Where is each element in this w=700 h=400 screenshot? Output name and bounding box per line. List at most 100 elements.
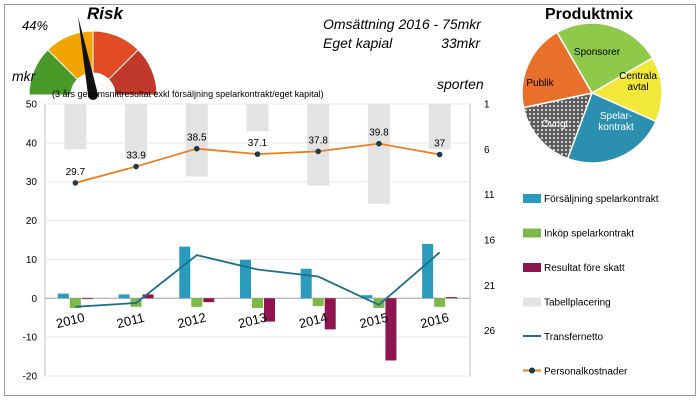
resultat-bar bbox=[446, 297, 458, 299]
forsaljning-bar bbox=[361, 295, 373, 299]
pie-slice-label: Centrala avtal bbox=[619, 71, 657, 93]
pie-slice bbox=[521, 31, 594, 109]
legend-swatch bbox=[523, 263, 541, 272]
pie-slice-label: Spelar-kontrakt bbox=[598, 111, 634, 133]
personalkostnader-point bbox=[193, 145, 200, 152]
resultat-bar bbox=[385, 298, 397, 361]
left-tick-label: 20 bbox=[26, 216, 38, 227]
pie-slice-label: Övrigt bbox=[542, 118, 569, 130]
right-tick-label: 16 bbox=[484, 236, 496, 247]
personalkostnader-label: 33.9 bbox=[126, 151, 146, 162]
left-tick-label: 50 bbox=[26, 100, 38, 111]
right-tick-label: 11 bbox=[484, 190, 495, 201]
risk-percent: 44% bbox=[22, 18, 48, 33]
risk-gauge bbox=[27, 16, 159, 107]
tabellplacering-bar bbox=[64, 104, 87, 150]
personalkostnader-label: 38.5 bbox=[187, 133, 207, 144]
left-tick-label: 0 bbox=[31, 294, 37, 305]
right-axis-unit: sporten bbox=[437, 76, 484, 92]
legend-marker bbox=[529, 367, 535, 374]
tabellplacering-bar bbox=[367, 104, 390, 204]
resultat-bar bbox=[81, 298, 93, 300]
legend-label: Inköp spelarkontrakt bbox=[544, 229, 634, 240]
risk-title: Risk bbox=[87, 4, 124, 23]
footnote: (3 års genomsnittresultat exkl försäljni… bbox=[52, 89, 324, 99]
legend-swatch bbox=[523, 194, 541, 203]
inkop-bar bbox=[252, 298, 263, 308]
personalkostnader-point bbox=[315, 148, 322, 155]
x-category-label: 2015 bbox=[358, 310, 390, 332]
forsaljning-bar bbox=[240, 259, 251, 299]
forsaljning-bar bbox=[300, 268, 312, 299]
personalkostnader-label: 29.7 bbox=[66, 167, 86, 178]
right-tick-label: 1 bbox=[484, 100, 490, 111]
tabellplacering-bar bbox=[125, 104, 148, 159]
forsaljning-bar bbox=[422, 243, 434, 299]
produktmix-title: Produktmix bbox=[545, 6, 633, 23]
personalkostnader-point bbox=[133, 163, 139, 170]
equity-value: 33mkr bbox=[441, 35, 481, 51]
tabellplacering-bar bbox=[246, 104, 269, 132]
equity-label: Eget kapial bbox=[323, 35, 393, 51]
transfernetto-line bbox=[75, 251, 441, 308]
x-category-label: 2012 bbox=[176, 310, 208, 332]
x-category-label: 2010 bbox=[54, 310, 86, 332]
dashboard-frame bbox=[4, 4, 696, 396]
personalkostnader-point bbox=[436, 151, 443, 158]
resultat-bar bbox=[324, 298, 336, 330]
tabellplacering-bar bbox=[185, 104, 208, 177]
x-category-label: 2014 bbox=[297, 310, 329, 332]
inkop-bar bbox=[191, 298, 203, 307]
gauge-pivot bbox=[88, 90, 98, 100]
forsaljning-bar bbox=[179, 246, 191, 299]
inkop-bar bbox=[312, 298, 324, 307]
revenue-text: Omsättning 2016 - 75mkr bbox=[323, 16, 482, 32]
left-axis-unit: mkr bbox=[12, 68, 37, 84]
left-tick-label: 40 bbox=[26, 138, 38, 149]
resultat-bar bbox=[264, 298, 275, 322]
left-tick-label: -10 bbox=[23, 333, 38, 344]
legend-label: Försäljning spelarkontrakt bbox=[544, 194, 659, 205]
personalkostnader-point bbox=[72, 180, 79, 186]
personalkostnader-label: 39.8 bbox=[369, 128, 389, 139]
left-tick-label: -20 bbox=[23, 372, 38, 383]
inkop-bar bbox=[434, 298, 446, 307]
produktmix-pie: Sponsorer Centrala avtal Spelar-kontrakt Övr… bbox=[521, 22, 663, 164]
right-tick-label: 26 bbox=[484, 326, 496, 337]
pie-slice bbox=[566, 91, 657, 164]
gauge-segment bbox=[107, 49, 158, 96]
personalkostnader-point bbox=[254, 151, 261, 157]
pie-slice bbox=[522, 91, 594, 160]
inkop-bar bbox=[373, 298, 385, 308]
right-tick-label: 21 bbox=[484, 281, 496, 292]
personalkostnader-label: 37.1 bbox=[248, 138, 268, 149]
right-tick-label: 6 bbox=[484, 145, 490, 156]
pie-slice bbox=[555, 22, 654, 95]
x-category-label: 2013 bbox=[237, 310, 269, 332]
left-tick-label: 10 bbox=[26, 255, 38, 266]
tabellplacering-bar bbox=[307, 104, 330, 186]
legend-swatch bbox=[523, 297, 541, 307]
left-tick-label: 30 bbox=[26, 177, 38, 188]
resultat-bar bbox=[142, 294, 154, 299]
gauge-needle bbox=[78, 16, 98, 96]
resultat-bar bbox=[203, 298, 215, 303]
legend-label: Transfernetto bbox=[544, 332, 604, 343]
personalkostnader-label: 37 bbox=[434, 139, 446, 150]
forsaljning-bar bbox=[118, 294, 130, 299]
legend-swatch bbox=[523, 228, 541, 238]
x-category-label: 2016 bbox=[419, 310, 451, 332]
x-category-label: 2011 bbox=[115, 310, 146, 331]
legend-label: Tabellplacering bbox=[544, 298, 611, 309]
pie-slice-label: Sponsorer bbox=[574, 47, 621, 58]
pie-slice-label: Publik bbox=[526, 78, 554, 89]
legend-label: Personalkostnader bbox=[544, 367, 628, 378]
personalkostnader-point bbox=[376, 140, 382, 147]
pie-slice bbox=[590, 56, 663, 123]
forsaljning-bar bbox=[57, 293, 69, 299]
inkop-bar bbox=[69, 298, 81, 308]
tabellplacering-bar bbox=[428, 104, 451, 150]
legend-label: Resultat före skatt bbox=[544, 263, 625, 274]
